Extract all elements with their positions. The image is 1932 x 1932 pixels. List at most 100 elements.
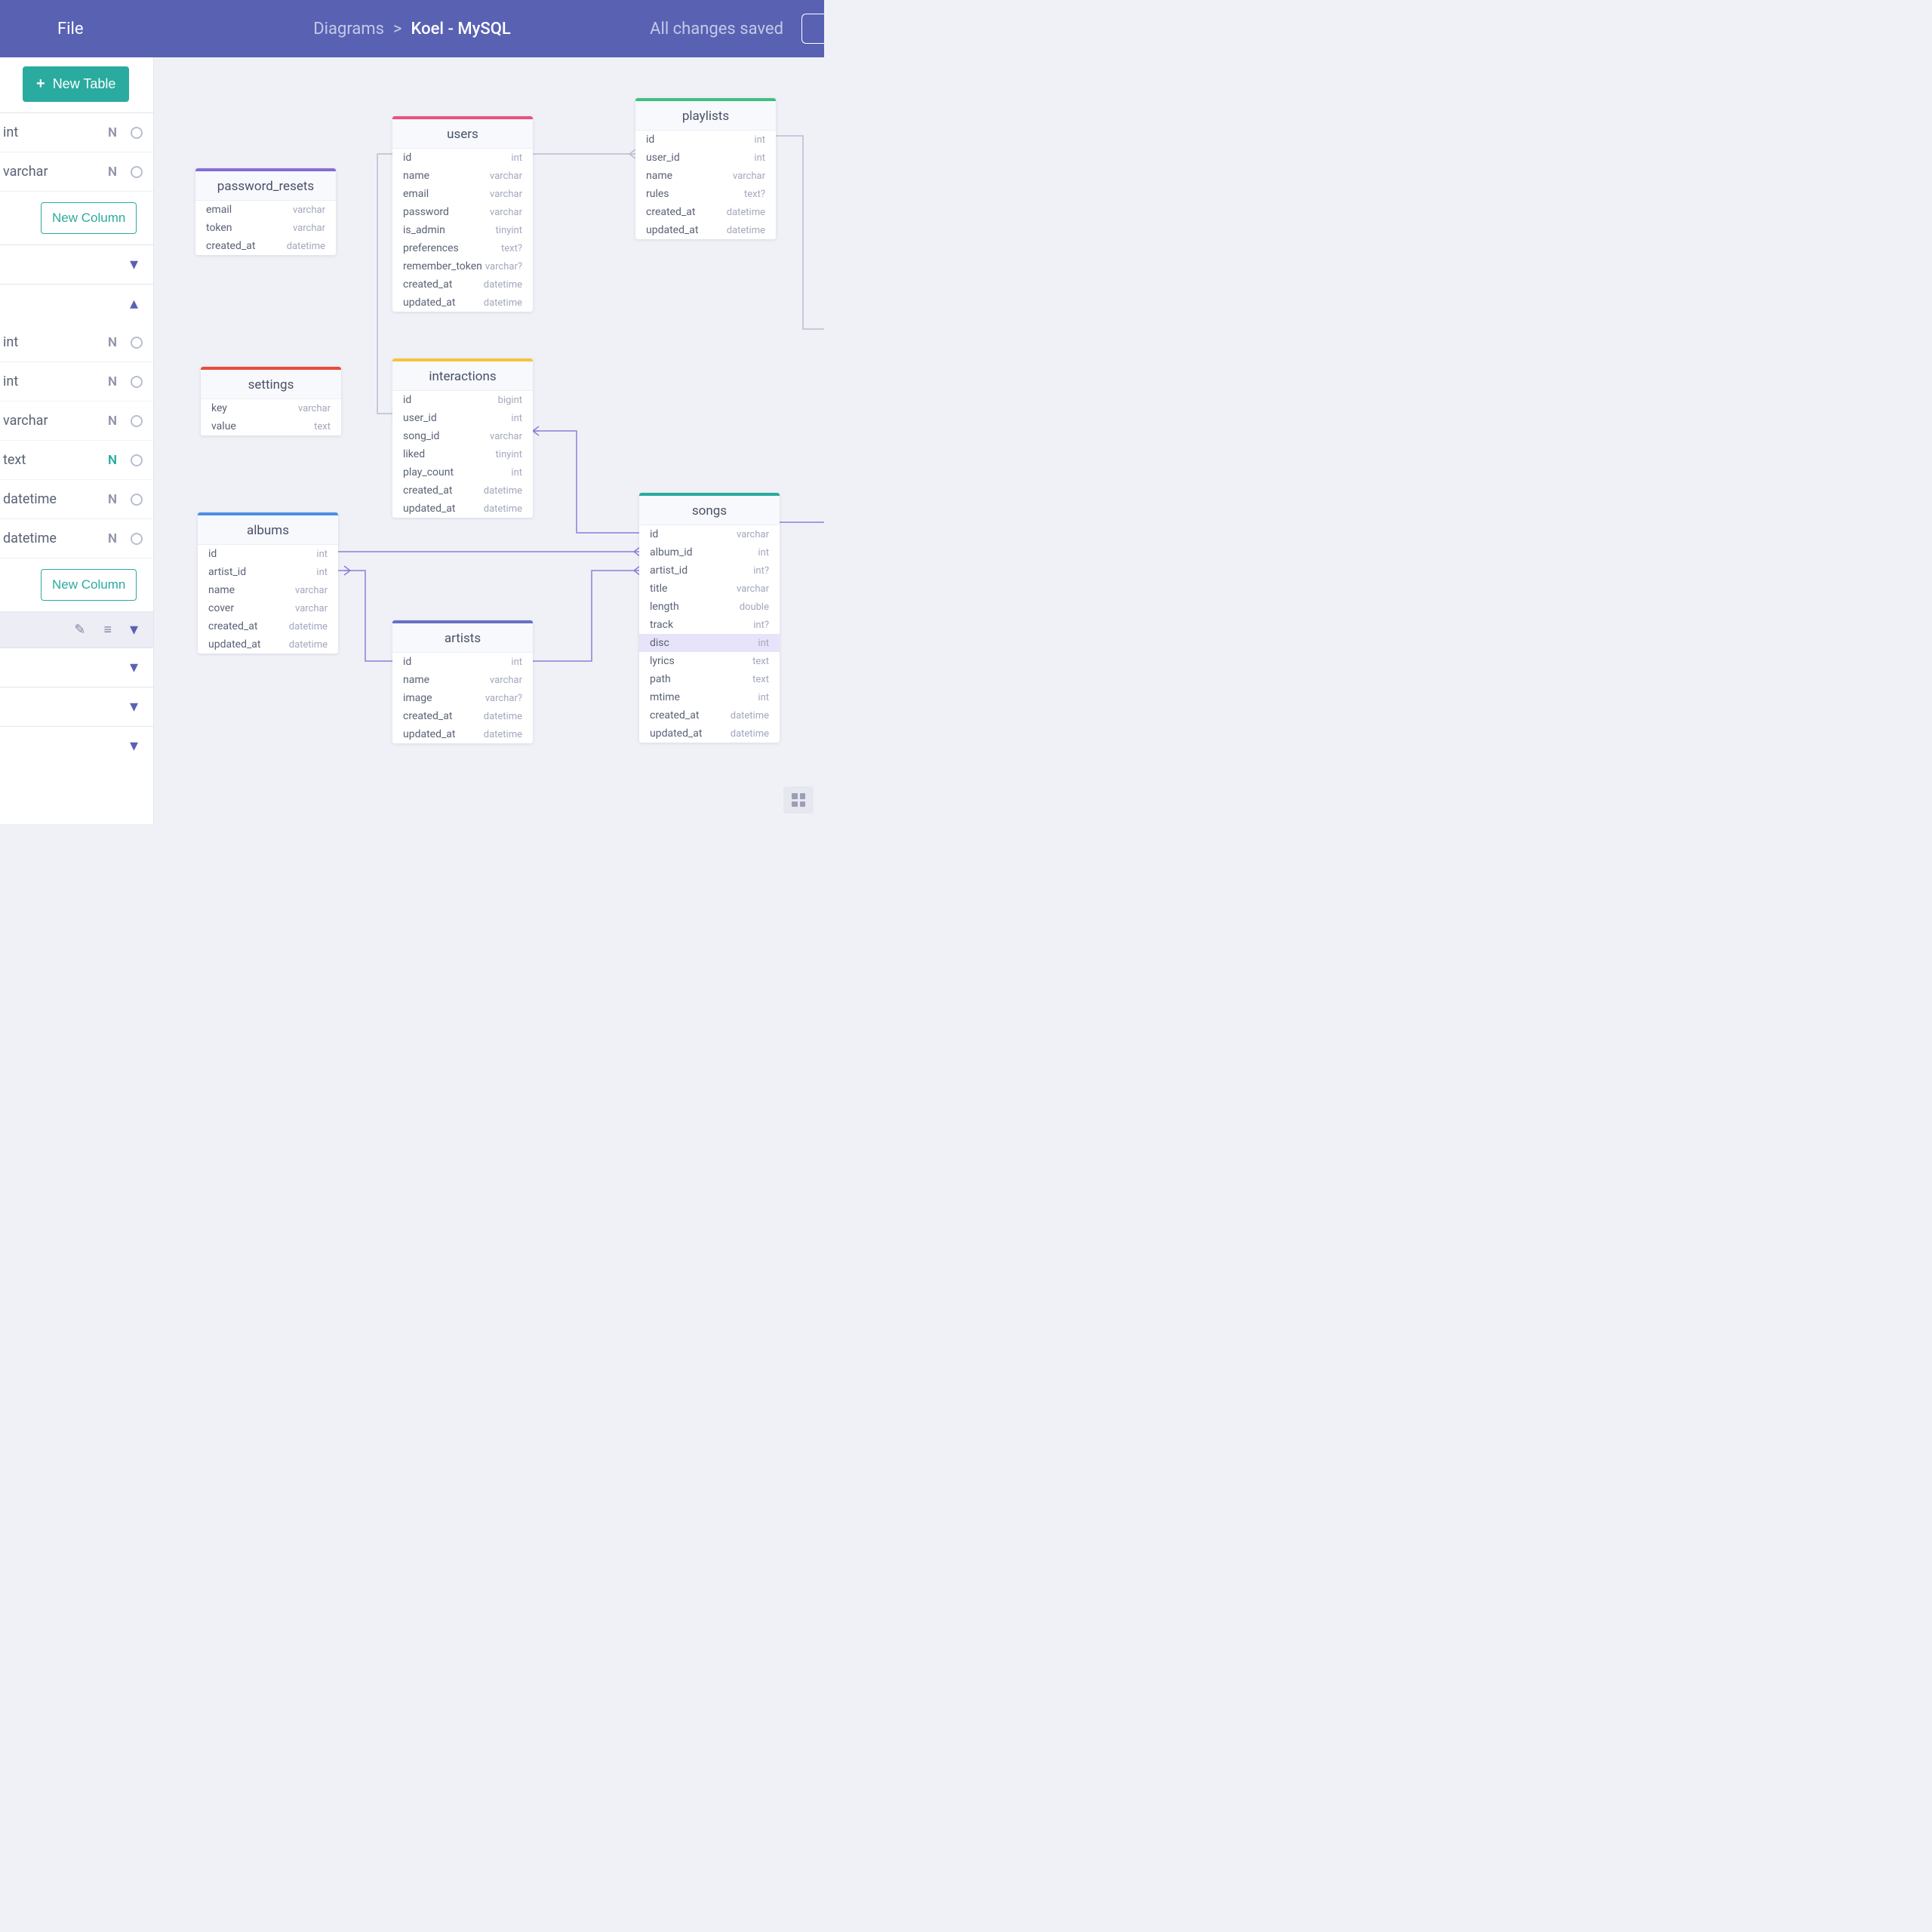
nullable-indicator[interactable]: N xyxy=(108,165,117,180)
table-column[interactable]: created_atdatetime xyxy=(392,275,533,294)
nullable-indicator[interactable]: N xyxy=(108,335,117,350)
table-column[interactable]: updated_atdatetime xyxy=(639,724,780,743)
column-row[interactable]: datetimeN xyxy=(0,480,153,519)
table-column[interactable]: created_atdatetime xyxy=(392,707,533,725)
table-column[interactable]: artist_idint? xyxy=(639,561,780,580)
file-menu[interactable]: File xyxy=(57,20,84,38)
table-column[interactable]: likedtinyint xyxy=(392,445,533,463)
grid-view-button[interactable] xyxy=(783,786,814,814)
table-column[interactable]: song_idvarchar xyxy=(392,427,533,445)
nullable-indicator[interactable]: N xyxy=(108,125,117,140)
nullable-indicator[interactable]: N xyxy=(108,374,117,389)
table-column[interactable]: pathtext xyxy=(639,670,780,688)
collapse-row[interactable] xyxy=(0,648,153,687)
radio-indicator[interactable] xyxy=(131,533,143,545)
table-title[interactable]: password_resets xyxy=(195,171,336,201)
table-column[interactable]: created_atdatetime xyxy=(198,617,338,635)
column-row[interactable]: varcharN xyxy=(0,401,153,441)
table-column[interactable]: is_admintinyint xyxy=(392,221,533,239)
collapse-row[interactable] xyxy=(0,687,153,726)
nullable-indicator[interactable]: N xyxy=(108,531,117,546)
table-column[interactable]: updated_atdatetime xyxy=(198,635,338,654)
table-column[interactable]: trackint? xyxy=(639,616,780,634)
table-column[interactable]: updated_atdatetime xyxy=(392,500,533,518)
db-table-artists[interactable]: artistsidintnamevarcharimagevarchar?crea… xyxy=(392,620,533,743)
collapse-row[interactable] xyxy=(0,245,153,284)
collapse-row[interactable] xyxy=(0,726,153,765)
table-title[interactable]: artists xyxy=(392,623,533,653)
db-table-settings[interactable]: settingskeyvarcharvaluetext xyxy=(201,367,341,435)
table-column[interactable]: discint xyxy=(639,634,780,652)
table-column[interactable]: titlevarchar xyxy=(639,580,780,598)
menu-icon[interactable]: ≡ xyxy=(103,622,112,638)
table-column[interactable]: updated_atdatetime xyxy=(392,725,533,743)
nullable-indicator[interactable]: N xyxy=(108,453,117,468)
search-button[interactable] xyxy=(801,14,824,44)
table-column[interactable]: keyvarchar xyxy=(201,399,341,417)
edit-icon[interactable]: ✎ xyxy=(74,622,85,638)
radio-indicator[interactable] xyxy=(131,494,143,506)
table-column[interactable]: tokenvarchar xyxy=(195,219,336,237)
table-column[interactable]: lengthdouble xyxy=(639,598,780,616)
table-column[interactable]: updated_atdatetime xyxy=(392,294,533,312)
db-table-interactions[interactable]: interactionsidbigintuser_idintsong_idvar… xyxy=(392,358,533,518)
nullable-indicator[interactable]: N xyxy=(108,414,117,429)
table-column[interactable]: idint xyxy=(392,653,533,671)
table-title[interactable]: playlists xyxy=(635,101,776,131)
table-column[interactable]: idint xyxy=(392,149,533,167)
table-column[interactable]: passwordvarchar xyxy=(392,203,533,221)
table-column[interactable]: rulestext? xyxy=(635,185,776,203)
table-column[interactable]: created_atdatetime xyxy=(392,481,533,500)
db-table-albums[interactable]: albumsidintartist_idintnamevarcharcoverv… xyxy=(198,512,338,654)
table-column[interactable]: artist_idint xyxy=(198,563,338,581)
table-title[interactable]: albums xyxy=(198,515,338,545)
table-column[interactable]: created_atdatetime xyxy=(195,237,336,255)
column-row[interactable]: varcharN xyxy=(0,152,153,192)
column-row[interactable]: intN xyxy=(0,323,153,362)
table-column[interactable]: user_idint xyxy=(392,409,533,427)
radio-indicator[interactable] xyxy=(131,415,143,427)
nullable-indicator[interactable]: N xyxy=(108,492,117,507)
table-column[interactable]: idint xyxy=(635,131,776,149)
chevron-down-icon[interactable] xyxy=(130,620,138,639)
table-column[interactable]: play_countint xyxy=(392,463,533,481)
radio-indicator[interactable] xyxy=(131,454,143,466)
db-table-users[interactable]: usersidintnamevarcharemailvarcharpasswor… xyxy=(392,116,533,312)
db-table-password_resets[interactable]: password_resetsemailvarchartokenvarcharc… xyxy=(195,168,336,255)
table-title[interactable]: settings xyxy=(201,370,341,399)
radio-indicator[interactable] xyxy=(131,127,143,139)
table-column[interactable]: emailvarchar xyxy=(195,201,336,219)
table-column[interactable]: mtimeint xyxy=(639,688,780,706)
db-table-playlists[interactable]: playlistsidintuser_idintnamevarcharrules… xyxy=(635,98,776,239)
new-column-button[interactable]: New Column xyxy=(41,569,137,601)
table-column[interactable]: namevarchar xyxy=(392,167,533,185)
column-row[interactable]: datetimeN xyxy=(0,519,153,558)
table-column[interactable]: idvarchar xyxy=(639,525,780,543)
db-table-songs[interactable]: songsidvarcharalbum_idintartist_idint?ti… xyxy=(639,493,780,743)
new-table-button[interactable]: + New Table xyxy=(23,66,129,102)
table-column[interactable]: imagevarchar? xyxy=(392,689,533,707)
diagram-canvas[interactable]: password_resetsemailvarchartokenvarcharc… xyxy=(154,57,824,824)
table-column[interactable]: namevarchar xyxy=(198,581,338,599)
table-title[interactable]: interactions xyxy=(392,361,533,391)
new-column-button[interactable]: New Column xyxy=(41,202,137,234)
expand-row[interactable] xyxy=(0,284,153,323)
table-column[interactable]: valuetext xyxy=(201,417,341,435)
table-column[interactable]: created_atdatetime xyxy=(635,203,776,221)
table-column[interactable]: idint xyxy=(198,545,338,563)
table-column[interactable]: updated_atdatetime xyxy=(635,221,776,239)
table-column[interactable]: created_atdatetime xyxy=(639,706,780,724)
table-column[interactable]: lyricstext xyxy=(639,652,780,670)
table-column[interactable]: covervarchar xyxy=(198,599,338,617)
table-column[interactable]: namevarchar xyxy=(635,167,776,185)
table-column[interactable]: emailvarchar xyxy=(392,185,533,203)
table-title[interactable]: users xyxy=(392,119,533,149)
column-row[interactable]: textN xyxy=(0,441,153,480)
table-column[interactable]: idbigint xyxy=(392,391,533,409)
breadcrumb-link[interactable]: Diagrams xyxy=(313,20,384,38)
table-column[interactable]: namevarchar xyxy=(392,671,533,689)
radio-indicator[interactable] xyxy=(131,166,143,178)
column-row[interactable]: intN xyxy=(0,362,153,401)
radio-indicator[interactable] xyxy=(131,376,143,388)
table-title[interactable]: songs xyxy=(639,496,780,525)
